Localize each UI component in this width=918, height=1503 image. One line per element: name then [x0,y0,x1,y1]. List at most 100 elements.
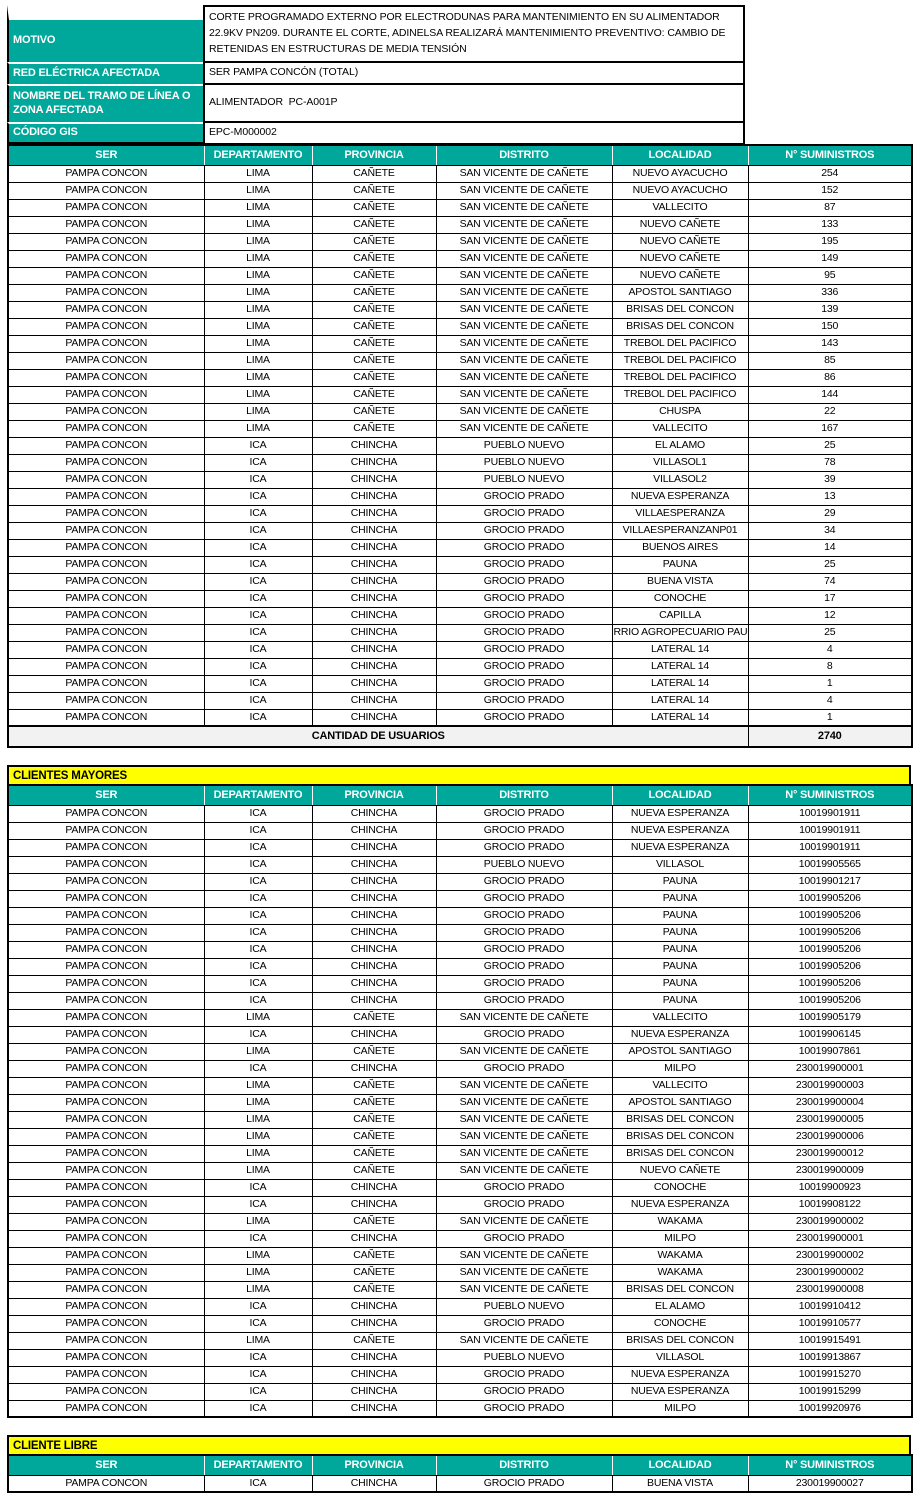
table-cell: LIMA [203,300,313,319]
table-cell: PAMPA CONCON [7,266,205,285]
table-cell: GROCIO PRADO [435,640,613,659]
table-cell: ICA [203,906,313,925]
table-cell: ICA [203,991,313,1010]
table-cell: LIMA [203,1246,313,1265]
table-cell: PAMPA CONCON [7,1059,205,1078]
table-cell: GROCIO PRADO [435,1382,613,1401]
table-cell: ICA [203,804,313,823]
table-cell: SAN VICENTE DE CAÑETE [435,317,613,336]
table-cell: 230019900004 [747,1093,913,1112]
table-row: PAMPA CONCON ICA CHINCHA GROCIO PRADO CONOCH… [7,1314,913,1333]
table-cell: PAMPA CONCON [7,300,205,319]
column-header-localidad: LOCALIDAD [611,785,748,806]
table-cell: LIMA [203,1280,313,1299]
table-cell: LIMA [203,385,313,404]
table-cell: LIMA [203,198,313,217]
table-row: PAMPA CONCON ICA CHINCHA GROCIO PRADO NUEVA … [7,804,913,823]
table-cell: CAÑETE [311,1331,437,1350]
table-cell: WAKAMA [611,1246,749,1265]
table-cell: ICA [203,521,313,540]
table-cell: SAN VICENTE DE CAÑETE [435,249,613,268]
table-row: PAMPA CONCON ICA CHINCHA GROCIO PRADO BUENA … [7,572,913,591]
table-cell: LIMA [203,283,313,302]
table-cell: ICA [203,487,313,506]
table-row: PAMPA CONCON ICA CHINCHA GROCIO PRADO PAUNA 1… [7,957,913,976]
table-cell: 10019910577 [747,1314,913,1333]
table-cell: CAÑETE [311,1161,437,1180]
suministros-table: SER DEPARTAMENTO PROVINCIA DISTRITO LOCA… [7,144,913,748]
table-cell: 4 [747,691,913,710]
table-cell: APOSTOL SANTIAGO [611,1042,749,1061]
table-cell: CAÑETE [311,368,437,387]
table-cell: CHINCHA [311,504,437,523]
table-cell: GROCIO PRADO [435,1314,613,1333]
table-cell: NUEVA ESPERANZA [611,1025,749,1044]
table-cell: GROCIO PRADO [435,1365,613,1384]
table-cell: PAMPA CONCON [7,1229,205,1248]
table-cell: APOSTOL SANTIAGO [611,1093,749,1112]
outage-info-block: MOTIVO CORTE PROGRAMADO EXTERNO POR ELEC… [7,5,745,144]
table-row: PAMPA CONCON LIMA CAÑETE SAN VICENTE DE CAÑ… [7,1144,913,1163]
table-cell: PAMPA CONCON [7,555,205,574]
table-cell: GROCIO PRADO [435,589,613,608]
table-cell: GROCIO PRADO [435,521,613,540]
table-cell: ICA [203,1399,313,1418]
table-row: PAMPA CONCON LIMA CAÑETE SAN VICENTE DE CAÑ… [7,232,913,251]
table-cell: SAN VICENTE DE CAÑETE [435,198,613,217]
table-cell: PAMPA CONCON [7,1212,205,1231]
table-cell: PUEBLO NUEVO [435,1348,613,1367]
table-cell: CAÑETE [311,1076,437,1095]
table-cell: 10019905206 [747,923,913,942]
table-cell: BRISAS DEL CONCON [611,317,749,336]
table-cell: 25 [747,623,913,642]
table-cell: PAMPA CONCON [7,674,205,693]
table-cell: LIMA [203,1331,313,1350]
table-cell: CHINCHA [311,838,437,857]
table-cell: PAMPA CONCON [7,974,205,993]
table-cell: PAMPA CONCON [7,940,205,959]
table-cell: CAÑETE [311,181,437,200]
table-cell: CAÑETE [311,1008,437,1027]
table-cell: PAMPA CONCON [7,368,205,387]
table-cell: NUEVA ESPERANZA [611,821,749,840]
table-row: PAMPA CONCON LIMA CAÑETE SAN VICENTE DE CAÑ… [7,317,913,336]
table-cell: PAMPA CONCON [7,351,205,370]
table-cell: 149 [747,249,913,268]
table-cell: ICA [203,1059,313,1078]
table-cell: GROCIO PRADO [435,538,613,557]
table-row: PAMPA CONCON ICA CHINCHA GROCIO PRADO MILPO 1… [7,1399,913,1418]
table-cell: LIMA [203,1212,313,1231]
table-cell: 230019900002 [747,1246,913,1265]
table-cell: SAN VICENTE DE CAÑETE [435,164,613,183]
table-cell: PAMPA CONCON [7,804,205,823]
table-cell: PAMPA CONCON [7,1008,205,1027]
table-cell: LIMA [203,1093,313,1112]
table-row: PAMPA CONCON LIMA CAÑETE SAN VICENTE DE CAÑ… [7,1093,913,1112]
table-cell: SAN VICENTE DE CAÑETE [435,1093,613,1112]
table-cell: PAMPA CONCON [7,334,205,353]
table-cell: CAÑETE [311,317,437,336]
table-cell: SAN VICENTE DE CAÑETE [435,215,613,234]
table-row: PAMPA CONCON ICA CHINCHA PUEBLO NUEVO VILLAS… [7,855,913,874]
table-cell: PAMPA CONCON [7,1042,205,1061]
table-cell: CHINCHA [311,640,437,659]
table-row: PAMPA CONCON ICA CHINCHA GROCIO PRADO MILPO 2… [7,1229,913,1248]
total-row: CANTIDAD DE USUARIOS 2740 [7,725,913,748]
table-cell: GROCIO PRADO [435,1195,613,1214]
table-cell: CHINCHA [311,1297,437,1316]
table-cell: 12 [747,606,913,625]
table-cell: PAMPA CONCON [7,317,205,336]
table-cell: ICA [203,674,313,693]
table-cell: GROCIO PRADO [435,889,613,908]
motivo-value: CORTE PROGRAMADO EXTERNO POR ELECTRODUNA… [203,5,745,62]
table-row: PAMPA CONCON ICA CHINCHA PUEBLO NUEVO EL ALA… [7,436,913,455]
suministros-table-body: PAMPA CONCON LIMA CAÑETE SAN VICENTE DE CAÑ… [7,164,913,727]
table-cell: GROCIO PRADO [435,657,613,676]
table-cell: 74 [747,572,913,591]
table-cell: LATERAL 14 [611,691,749,710]
table-cell: GROCIO PRADO [435,940,613,959]
table-cell: PAMPA CONCON [7,1297,205,1316]
clientes-mayores-table: SER DEPARTAMENTO PROVINCIA DISTRITO LOCA… [7,784,913,1418]
table-row: PAMPA CONCON LIMA CAÑETE SAN VICENTE DE CAÑ… [7,266,913,285]
table-cell: 22 [747,402,913,421]
